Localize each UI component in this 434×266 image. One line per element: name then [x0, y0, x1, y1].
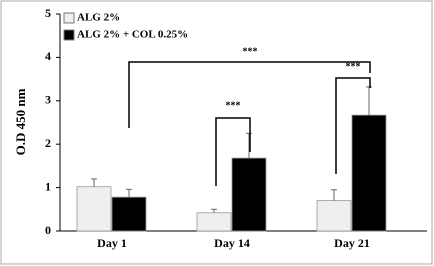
y-tick-label: 4	[45, 49, 51, 63]
significance-label: ***	[346, 61, 361, 72]
significance-bracket	[128, 61, 371, 128]
y-tick-label: 5	[45, 6, 51, 20]
bar	[196, 212, 232, 232]
bar	[316, 200, 352, 232]
x-tick-label: Day 1	[97, 236, 127, 250]
y-axis-label: O.D 450 nm	[13, 88, 28, 155]
x-tick-label: Day 14	[214, 236, 250, 250]
bar	[351, 114, 387, 232]
legend-label: ALG 2%	[77, 12, 120, 24]
legend-label: ALG 2% + COL 0.25%	[77, 29, 188, 41]
significance-bracket	[215, 117, 251, 186]
y-tick-label: 0	[45, 223, 51, 237]
legend-swatch	[63, 29, 75, 41]
significance-label: ***	[226, 100, 241, 111]
bar	[76, 186, 112, 232]
bar	[231, 157, 267, 232]
y-tick-label: 3	[45, 93, 51, 107]
y-tick-label: 1	[45, 179, 51, 193]
legend-swatch	[63, 12, 75, 24]
bar	[111, 196, 147, 232]
x-tick-label: Day 21	[334, 236, 370, 250]
significance-label: ***	[243, 46, 258, 57]
significance-bracket	[335, 77, 371, 174]
y-tick-label: 2	[45, 136, 51, 150]
